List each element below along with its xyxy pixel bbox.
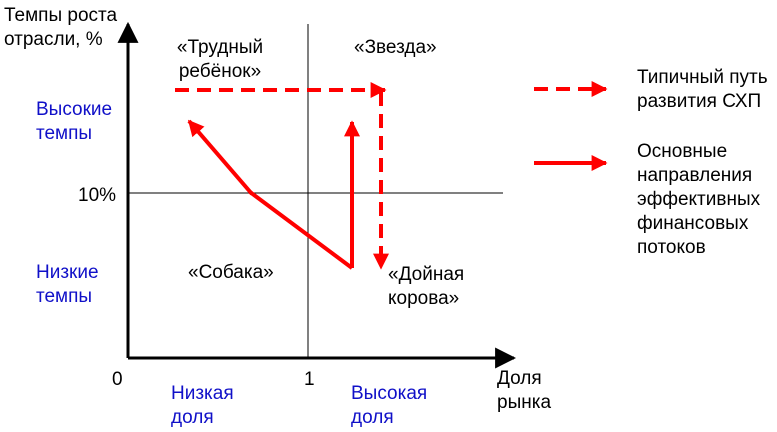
high-growth-label: Высокие темпы: [36, 98, 112, 146]
quadrant-cash-cow-line2: корова»: [388, 288, 460, 309]
x-axis-title: Доля рынка: [497, 367, 551, 415]
x-axis-title-line2: рынка: [497, 392, 552, 413]
x-axis-title-line1: Доля: [497, 368, 542, 389]
quadrant-dog: «Собака»: [188, 262, 274, 283]
quadrant-problem-child-line2: ребёнок»: [178, 61, 262, 82]
quadrant-cash-cow-line1: «Дойная: [388, 264, 465, 285]
legend-solid-label-line1: Основные: [637, 141, 728, 162]
origin-label: 0: [112, 369, 123, 390]
low-growth-label-line1: Низкие: [36, 262, 99, 283]
y-axis-title: Темпы роста отрасли, %: [4, 4, 117, 52]
high-growth-label-line2: темпы: [36, 123, 93, 144]
quadrant-cash-cow: «Дойная корова»: [388, 263, 464, 311]
y-axis-title-line2: отрасли, %: [4, 29, 103, 50]
legend-solid-label: Основные направления эффективных финансо…: [637, 140, 760, 260]
high-share-label: Высокая доля: [351, 382, 427, 430]
flow-arrow-to-problem-child: [187, 119, 254, 196]
y-mid-tick-label: 10%: [78, 185, 117, 206]
legend-solid-label-line5: потоков: [637, 237, 706, 258]
legend-solid-label-line2: направления: [637, 165, 753, 186]
flow-line-from-dog: [248, 190, 354, 270]
x-mid-tick-label: 1: [304, 369, 315, 390]
y-axis-title-line1: Темпы роста: [4, 5, 118, 26]
legend-solid-label-line4: финансовых: [637, 213, 749, 234]
legend-dashed-label-line1: Типичный путь: [637, 67, 768, 88]
quadrant-problem-child: «Трудный ребёнок»: [170, 36, 270, 84]
low-share-label: Низкая доля: [171, 382, 234, 430]
legend-solid-label-line3: эффективных: [637, 189, 761, 210]
low-growth-label-line2: темпы: [36, 286, 93, 307]
low-growth-label: Низкие темпы: [36, 261, 99, 309]
legend-dashed-label-line2: развития СХП: [637, 91, 762, 112]
low-share-label-line1: Низкая: [171, 383, 234, 404]
low-share-label-line2: доля: [171, 407, 214, 428]
high-share-label-line2: доля: [351, 407, 394, 428]
quadrant-problem-child-line1: «Трудный: [176, 37, 264, 58]
quadrant-star: «Звезда»: [354, 37, 437, 58]
legend-dashed-label: Типичный путь развития СХП: [637, 66, 768, 114]
high-growth-label-line1: Высокие: [36, 99, 113, 120]
high-share-label-line1: Высокая: [351, 383, 428, 404]
